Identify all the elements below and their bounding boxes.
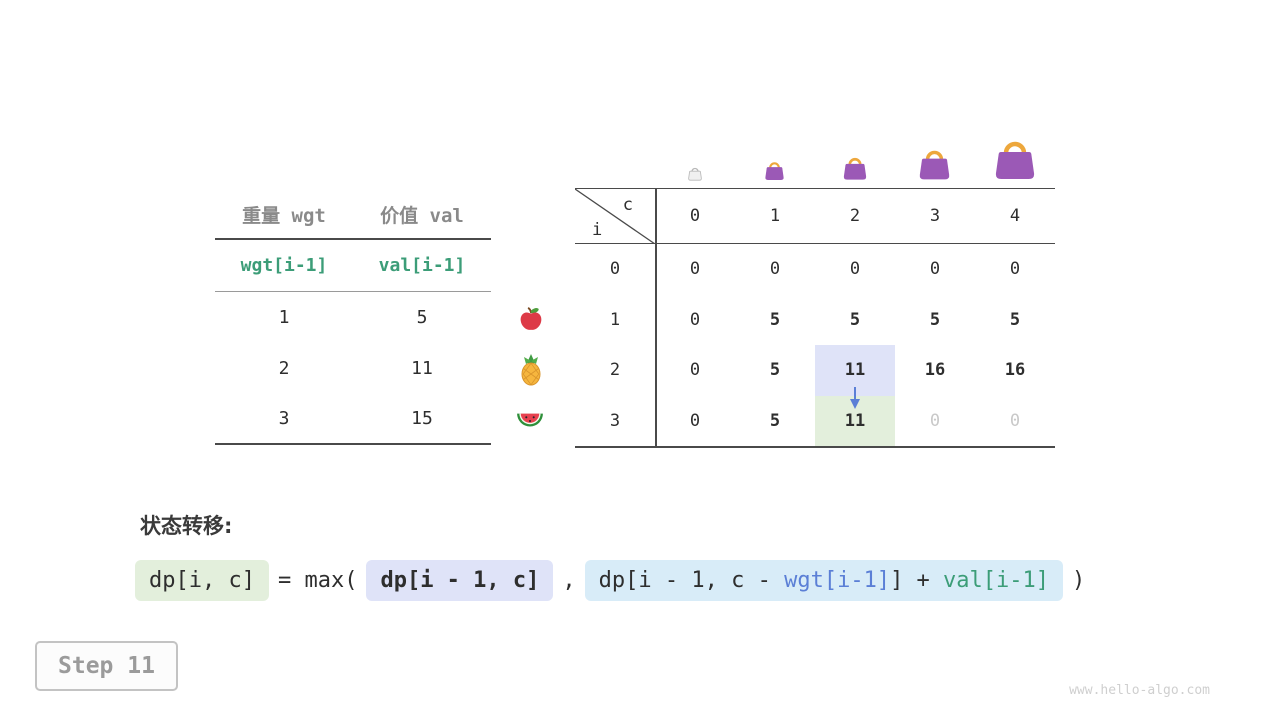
formula-separator: , [562, 568, 576, 593]
dp-table-row: 2 0 5 11 16 16 [575, 345, 1055, 396]
formula-arg2-wgt-term: wgt[i-1] [784, 568, 891, 593]
items-table-var-row: wgt[i-1] val[i-1] [215, 240, 491, 292]
dp-cell: 5 [769, 309, 781, 330]
dp-cell: 5 [769, 360, 781, 381]
watermelon-icon [515, 409, 545, 437]
bag-xlarge-icon [991, 137, 1039, 185]
items-table-row: 3 15 [215, 394, 491, 445]
dp-cell: 5 [849, 309, 861, 330]
formula-arg2-prefix: dp[i - 1, c - [598, 568, 785, 593]
dp-corner-cell: c i [575, 189, 655, 244]
val-var-label: val[i-1] [378, 255, 466, 276]
items-table-row: 2 11 [215, 343, 491, 394]
dp-table-row: 1 0 5 5 5 5 [575, 295, 1055, 346]
dp-table-row: 0 0 0 0 0 0 [575, 244, 1055, 295]
dp-cell: 5 [769, 410, 781, 431]
pineapple-icon [516, 353, 546, 391]
capacity-var-label: c [622, 195, 633, 215]
value-column-header: 价值 val [380, 204, 464, 227]
dp-cell: 0 [689, 360, 701, 381]
wgt-var-label: wgt[i-1] [240, 255, 328, 276]
items-table: 重量 wgt 价值 val wgt[i-1] val[i-1] 1 5 2 11… [215, 190, 491, 445]
bag-small-icon [763, 160, 786, 185]
formula-lhs: dp[i, c] [135, 560, 269, 601]
dp-cell: 0 [769, 259, 781, 280]
dp-cell: 0 [689, 259, 701, 280]
dp-cell: 5 [1009, 309, 1021, 330]
item-weight: 2 [278, 358, 290, 379]
dp-cell: 0 [849, 259, 861, 280]
dp-table: c i 0 1 2 3 4 0 0 0 0 0 0 1 0 5 5 5 5 2 [575, 188, 1055, 448]
site-watermark: www.hello-algo.com [1069, 683, 1210, 698]
dp-col-header: 0 [689, 206, 701, 226]
items-table-row: 1 5 [215, 292, 491, 343]
dp-col-header: 1 [769, 206, 781, 226]
dp-table-vertical-rule [655, 189, 657, 446]
corner-diagonal-line [575, 189, 655, 244]
dp-cell: 0 [689, 410, 701, 431]
step-badge: Step 11 [35, 641, 178, 691]
dp-table-row: 3 0 5 11 0 0 [575, 395, 1055, 446]
formula-arg2-mid: ] + [890, 568, 944, 593]
item-weight: 3 [278, 408, 290, 429]
formula-arg2: dp[i - 1, c - wgt[i-1]] + val[i-1] [584, 560, 1064, 601]
dp-cell: 16 [924, 360, 946, 381]
dp-cell: 0 [1009, 259, 1021, 280]
state-transition-label: 状态转移: [140, 514, 233, 538]
dp-row-header: 1 [609, 309, 621, 330]
formula-arg2-val-term: val[i-1] [943, 568, 1050, 593]
dp-cell: 5 [929, 309, 941, 330]
dp-cell: 0 [929, 410, 941, 431]
apple-icon [517, 305, 545, 337]
formula-close-paren: ) [1072, 568, 1086, 593]
item-value: 5 [416, 307, 428, 328]
weight-column-header: 重量 wgt [242, 204, 326, 227]
dp-cell: 16 [1004, 360, 1026, 381]
dp-cell-target-highlight: 11 [815, 395, 895, 446]
bag-large-icon [916, 147, 953, 185]
transition-arrow-icon [843, 385, 867, 417]
item-value: 11 [411, 358, 433, 379]
dp-cell: 0 [689, 309, 701, 330]
dp-row-header: 0 [609, 259, 621, 280]
dp-col-header: 4 [1009, 206, 1021, 226]
dp-row-header: 3 [609, 410, 621, 431]
dp-col-header: 3 [929, 206, 941, 226]
bag-medium-icon [841, 155, 869, 185]
dp-table-header-row: c i 0 1 2 3 4 [575, 189, 1055, 244]
dp-cell: 0 [929, 259, 941, 280]
formula-operator: = max( [277, 568, 358, 593]
item-index-var-label: i [592, 220, 603, 240]
dp-col-header: 2 [849, 206, 861, 226]
items-table-header-row: 重量 wgt 价值 val [215, 190, 491, 240]
item-weight: 1 [278, 307, 290, 328]
bag-empty-icon [687, 166, 703, 185]
dp-row-header: 2 [609, 360, 621, 381]
state-transition-formula: dp[i, c] = max( dp[i - 1, c] , dp[i - 1,… [135, 560, 1094, 601]
item-value: 15 [411, 408, 433, 429]
formula-arg1: dp[i - 1, c] [366, 560, 554, 601]
dp-cell: 0 [1009, 410, 1021, 431]
